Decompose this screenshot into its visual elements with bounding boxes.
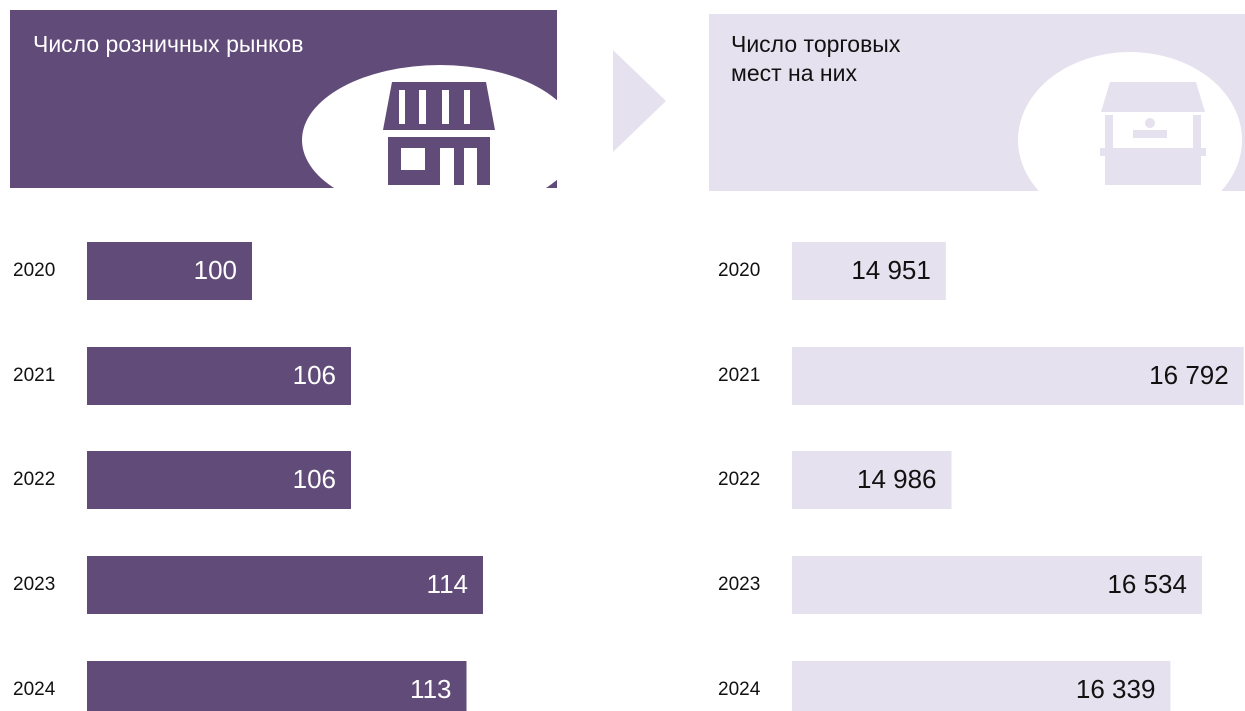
store-door xyxy=(454,148,464,185)
value-label: 113 xyxy=(410,674,451,704)
category-label: 2024 xyxy=(718,679,761,700)
bar xyxy=(792,347,1244,405)
bar xyxy=(87,451,351,509)
bar xyxy=(87,661,467,711)
category-label: 2020 xyxy=(13,260,55,281)
header-ellipse xyxy=(1018,52,1242,191)
category-label: 2022 xyxy=(13,469,55,490)
value-label: 16 339 xyxy=(1076,674,1156,704)
value-label: 14 951 xyxy=(851,255,931,285)
bar xyxy=(87,347,351,405)
bar xyxy=(792,556,1202,614)
category-label: 2023 xyxy=(718,574,760,595)
bar xyxy=(792,661,1171,711)
bar xyxy=(792,451,952,509)
arrow xyxy=(613,50,666,152)
value-label: 114 xyxy=(427,569,468,599)
value-label: 106 xyxy=(293,464,336,494)
header-title: Число торговых мест на них xyxy=(731,31,901,86)
category-label: 2022 xyxy=(718,469,760,490)
value-label: 14 986 xyxy=(857,464,937,494)
value-label: 16 534 xyxy=(1107,569,1187,599)
value-label: 16 792 xyxy=(1149,360,1229,390)
bar xyxy=(87,242,252,300)
category-label: 2024 xyxy=(13,679,56,700)
category-label: 2021 xyxy=(13,365,55,386)
bar xyxy=(792,242,946,300)
value-label: 100 xyxy=(194,255,237,285)
stall-icon xyxy=(1100,82,1206,185)
category-label: 2020 xyxy=(718,260,760,281)
header-title: Число розничных рынков xyxy=(33,31,304,57)
category-label: 2021 xyxy=(718,365,760,386)
bar xyxy=(87,556,483,614)
value-label: 106 xyxy=(293,360,336,390)
category-label: 2023 xyxy=(13,574,55,595)
